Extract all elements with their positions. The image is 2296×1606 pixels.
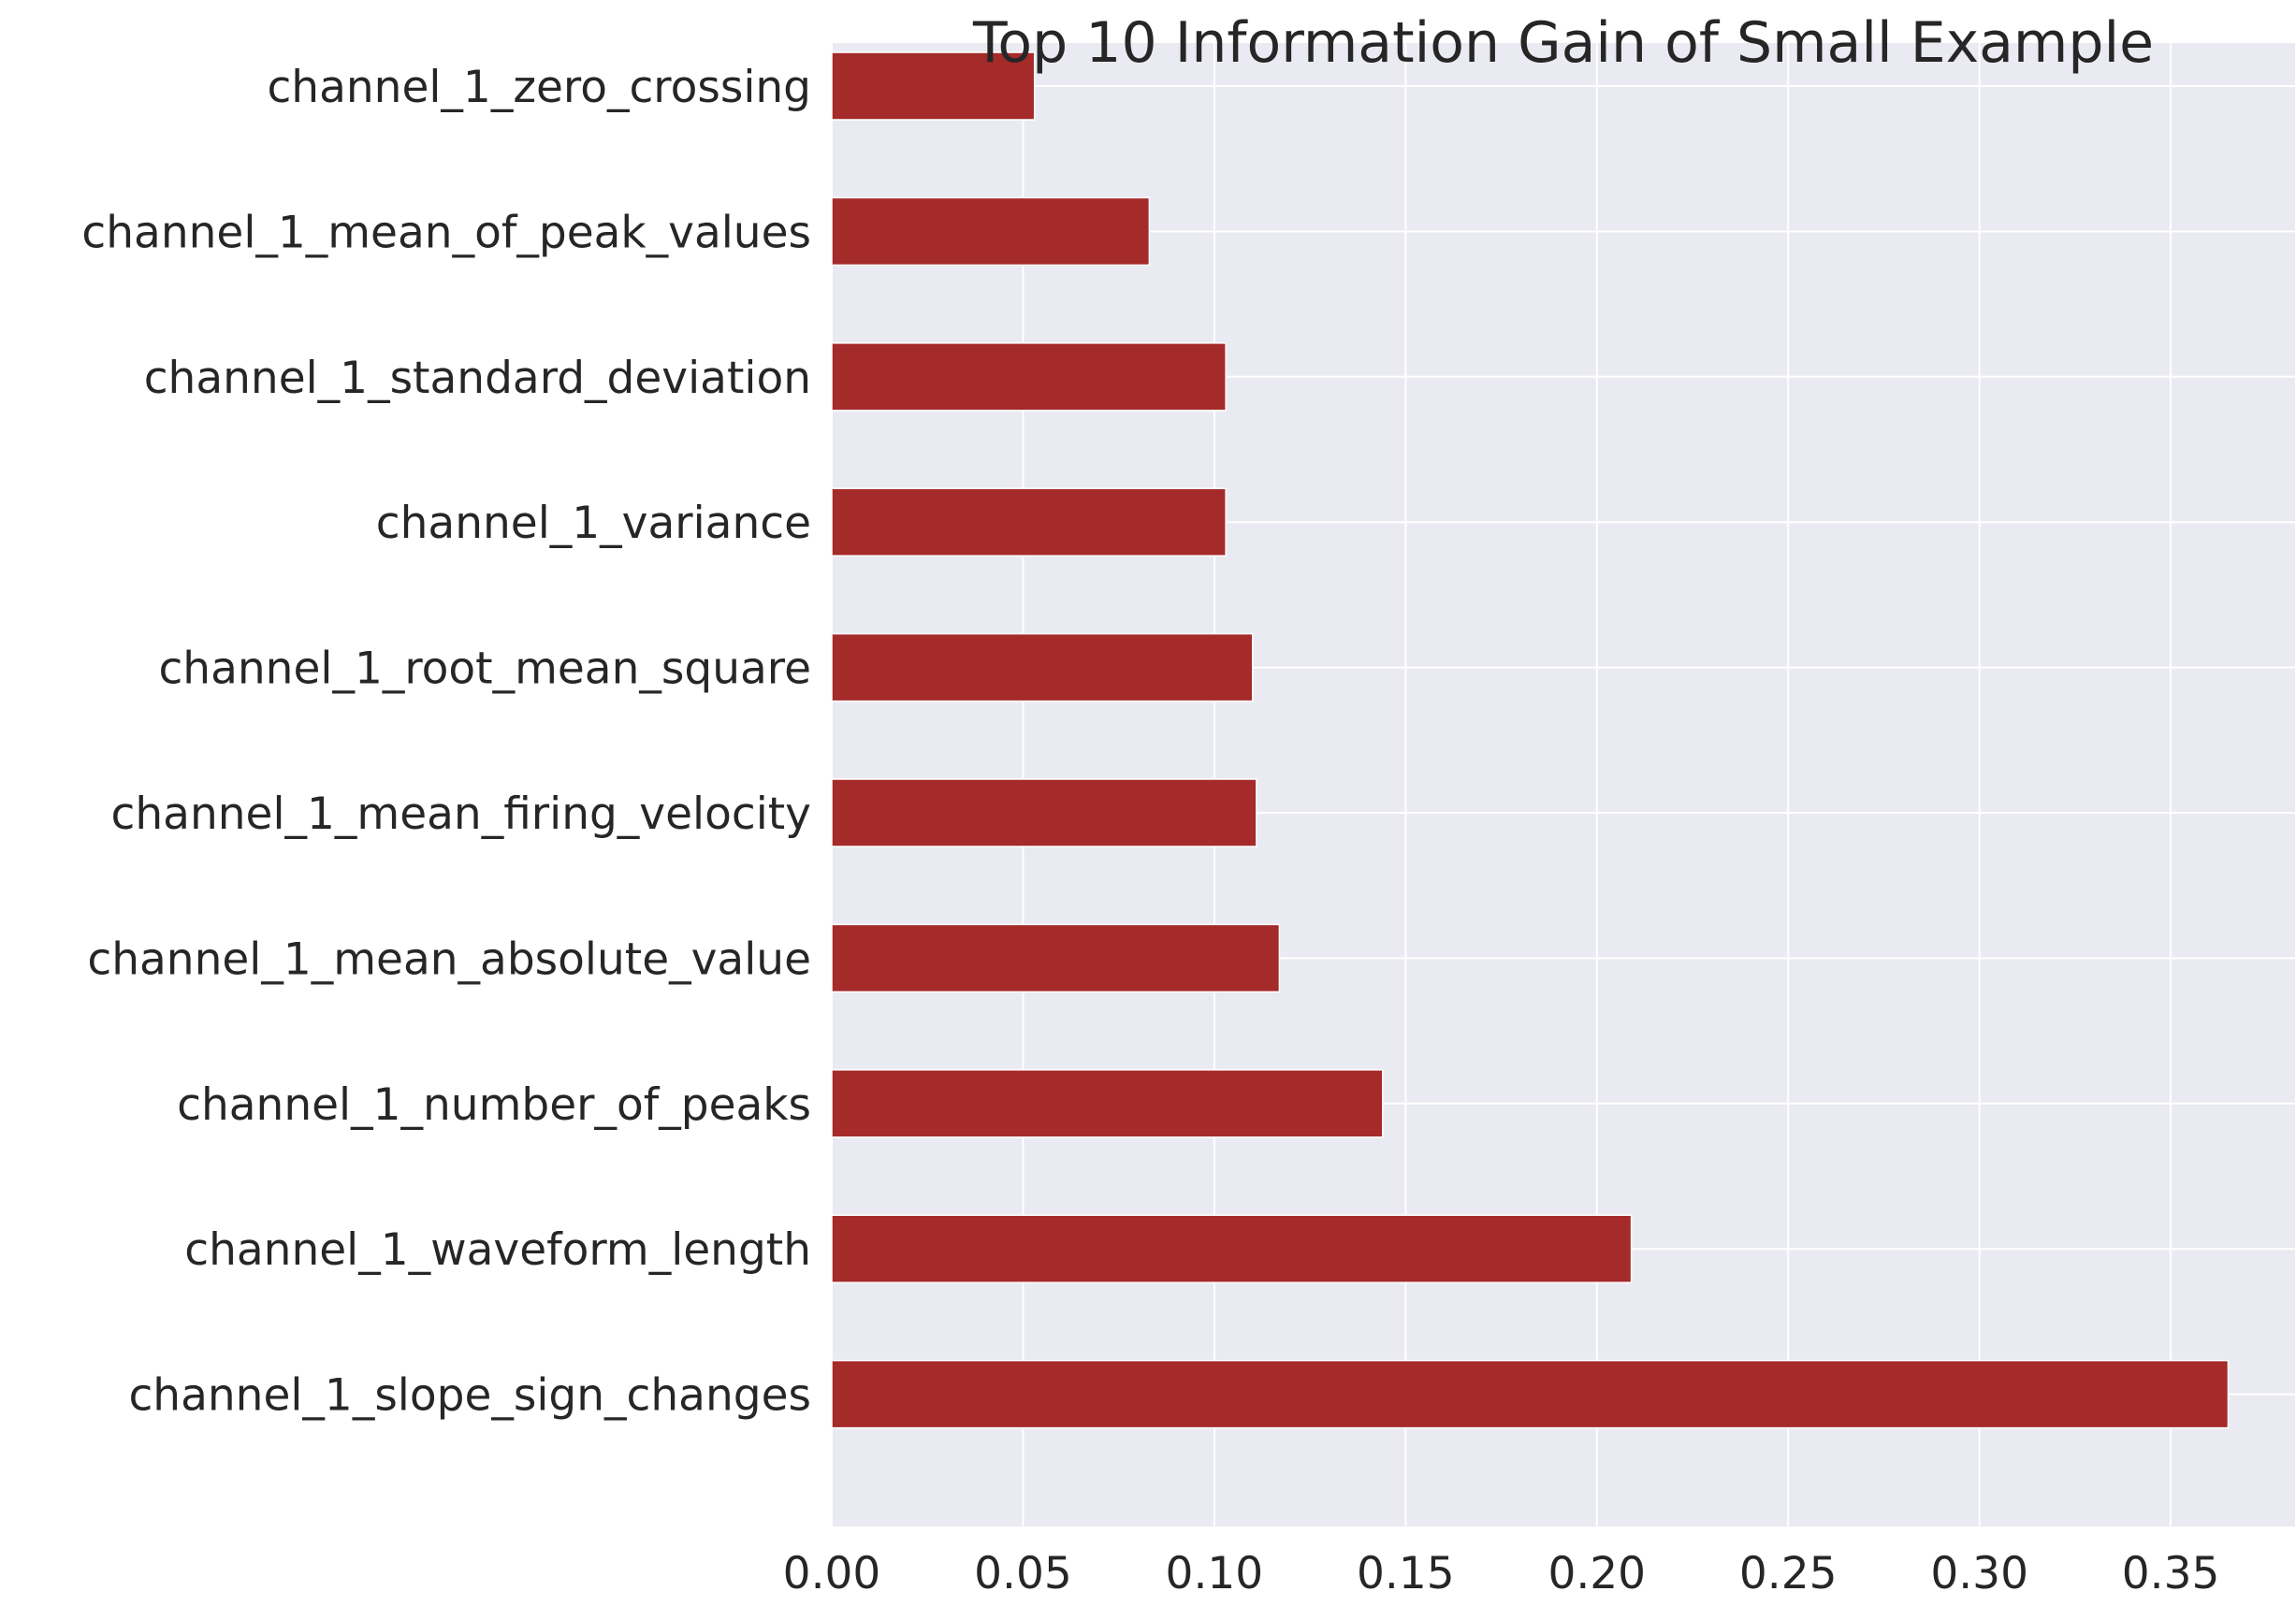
- grid-lines: [831, 43, 2295, 1526]
- bar-channel-1-standard-deviation: [831, 342, 1227, 412]
- x-tick-label: 0.20: [1548, 1548, 1646, 1599]
- bar-channel-1-mean-of-peak-values: [831, 196, 1151, 267]
- bar-channel-1-root-mean-square: [831, 632, 1254, 702]
- y-tick-label: channel_1_mean_firing_velocity: [111, 789, 811, 840]
- bar-channel-1-waveform-length: [831, 1214, 1633, 1283]
- bar-channel-1-mean-absolute-value: [831, 923, 1281, 993]
- x-tick-label: 0.15: [1357, 1548, 1455, 1599]
- x-tick-label: 0.00: [783, 1548, 881, 1599]
- x-tick-label: 0.10: [1166, 1548, 1264, 1599]
- x-tick-label: 0.05: [974, 1548, 1072, 1599]
- chart-title: Top 10 Information Gain of Small Example: [972, 10, 2154, 76]
- bar-channel-1-zero-crossing: [831, 51, 1036, 121]
- bar-channel-1-variance: [831, 487, 1227, 557]
- x-tick-label: 0.25: [1739, 1548, 1838, 1599]
- bar-channel-1-mean-firing-velocity: [831, 778, 1257, 847]
- y-tick-label: channel_1_standard_deviation: [144, 353, 811, 404]
- y-tick-label: channel_1_variance: [376, 498, 811, 549]
- bar-channel-1-number-of-peaks: [831, 1069, 1384, 1138]
- y-tick-label: channel_1_waveform_length: [184, 1224, 811, 1276]
- y-tick-label: channel_1_mean_absolute_value: [87, 933, 811, 985]
- y-tick-label: channel_1_number_of_peaks: [177, 1079, 811, 1131]
- y-tick-label: channel_1_slope_sign_changes: [128, 1370, 811, 1422]
- y-tick-label: channel_1_zero_crossing: [267, 62, 811, 113]
- bars: [831, 51, 2230, 1429]
- x-tick-labels: 0.00 0.05 0.10 0.15 0.20 0.25 0.30 0.35: [783, 1548, 2220, 1599]
- x-tick-label: 0.35: [2122, 1548, 2220, 1599]
- y-tick-label: channel_1_mean_of_peak_values: [81, 207, 811, 258]
- bar-channel-1-slope-sign-changes: [831, 1359, 2230, 1429]
- y-tick-label: channel_1_root_mean_square: [158, 644, 811, 695]
- y-tick-labels: channel_1_zero_crossing channel_1_mean_of…: [81, 62, 811, 1422]
- x-tick-label: 0.30: [1930, 1548, 2028, 1599]
